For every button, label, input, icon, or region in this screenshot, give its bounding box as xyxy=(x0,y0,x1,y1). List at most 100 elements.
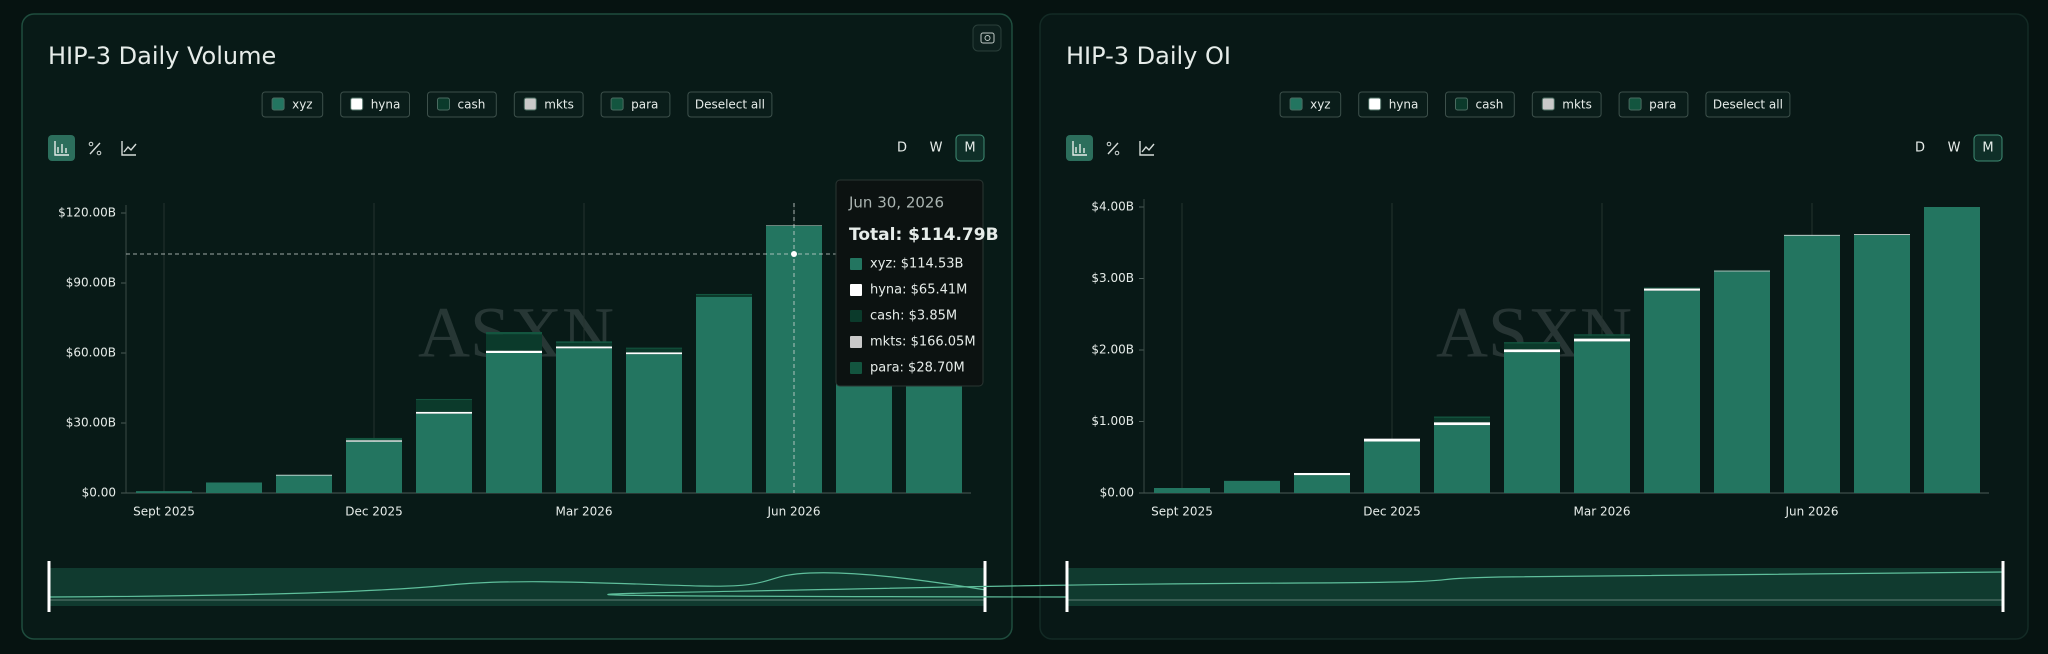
period-button[interactable]: M xyxy=(964,141,975,156)
x-tick-label: Jun 2026 xyxy=(766,505,820,519)
legend-button[interactable]: xyz xyxy=(1279,91,1342,118)
camera-button[interactable] xyxy=(972,24,1002,52)
bar-segment xyxy=(1574,338,1630,342)
bar-segment xyxy=(1714,270,1770,272)
bar-segment xyxy=(1504,343,1560,350)
bar-segment xyxy=(1434,422,1490,426)
legend-swatch xyxy=(610,97,624,111)
x-tick-label: Sept 2025 xyxy=(133,505,195,519)
period-button[interactable]: D xyxy=(897,141,907,156)
bar-segment xyxy=(1644,287,1700,289)
y-tick-label: $90.00B xyxy=(66,276,116,290)
bar-segment xyxy=(416,400,472,412)
x-tick-label: Jun 2026 xyxy=(1784,505,1838,519)
percent-icon[interactable] xyxy=(88,141,94,147)
tooltip-item: hyna: $65.41M xyxy=(870,283,967,298)
period-button[interactable]: W xyxy=(1948,141,1961,156)
legend-swatch xyxy=(1455,97,1468,111)
percent-icon[interactable] xyxy=(1114,150,1120,156)
legend-button[interactable]: xyz xyxy=(261,91,324,118)
y-tick-label: $0.00 xyxy=(82,486,116,500)
percent-icon[interactable] xyxy=(1106,141,1112,147)
legend-swatch xyxy=(271,97,285,111)
bar-segment xyxy=(276,474,332,476)
tooltip-swatch xyxy=(850,336,862,348)
legend-label: para xyxy=(1649,98,1676,112)
tooltip-swatch xyxy=(850,258,862,270)
legend-button[interactable]: mkts xyxy=(513,91,584,118)
bar-segment xyxy=(556,342,612,347)
percent-icon[interactable] xyxy=(1107,142,1119,155)
navigator[interactable] xyxy=(607,561,2005,612)
bar-segment xyxy=(416,398,472,401)
percent-icon[interactable] xyxy=(96,150,102,156)
percent-icon[interactable] xyxy=(89,142,101,155)
bar-segment xyxy=(486,332,542,335)
line-icon[interactable] xyxy=(121,141,137,156)
bar-segment xyxy=(486,350,542,353)
camera-icon xyxy=(980,32,995,44)
bar-segment xyxy=(1504,352,1560,493)
x-tick-label: Mar 2026 xyxy=(556,505,613,519)
legend-label: xyz xyxy=(292,98,313,112)
legend-button[interactable]: hyna xyxy=(340,91,411,118)
tooltip-date: Jun 30, 2026 xyxy=(848,194,944,212)
x-tick-label: Dec 2025 xyxy=(1363,505,1421,519)
tooltip: Jun 30, 2026 Total: $114.79B xyz: $114.53B… xyxy=(835,179,999,387)
legend-swatch xyxy=(1541,97,1555,111)
bar-segment xyxy=(1924,207,1980,493)
legend-label: hyna xyxy=(371,98,401,112)
button-frame[interactable] xyxy=(687,91,773,118)
bar-segment xyxy=(696,293,752,296)
bar-segment xyxy=(556,348,612,493)
navigator[interactable] xyxy=(47,561,987,612)
bar-segment xyxy=(626,354,682,493)
navigator-line xyxy=(607,571,2005,598)
legend-label: cash xyxy=(1476,98,1504,112)
bar-segment xyxy=(276,475,332,493)
y-tick-label: $2.00B xyxy=(1091,343,1134,357)
legend-button[interactable]: Deselect all xyxy=(1705,91,1791,118)
bar-segment xyxy=(626,348,682,353)
bar-icon[interactable] xyxy=(54,141,69,156)
legend-button[interactable]: para xyxy=(600,91,671,118)
bar-segment xyxy=(556,346,612,349)
legend-button[interactable]: cash xyxy=(1445,91,1515,118)
legend-button[interactable]: mkts xyxy=(1531,91,1602,118)
bar-segment xyxy=(346,441,402,493)
period-active[interactable] xyxy=(955,134,985,162)
legend-label: mkts xyxy=(544,98,574,112)
camera-frame[interactable] xyxy=(972,24,1002,52)
bar-segment xyxy=(696,295,752,297)
bar-icon[interactable] xyxy=(1072,141,1087,156)
bar-segment xyxy=(1714,271,1770,493)
deselect-label: Deselect all xyxy=(695,98,765,112)
period-active[interactable] xyxy=(1973,134,2003,162)
bar-segment xyxy=(206,482,262,493)
bar-segment xyxy=(416,411,472,414)
legend-button[interactable]: para xyxy=(1618,91,1689,118)
y-tick-label: $1.00B xyxy=(1091,414,1134,428)
panel xyxy=(1039,13,2029,640)
period-button[interactable]: M xyxy=(1982,141,1993,156)
period-button[interactable]: W xyxy=(930,141,943,156)
button-frame[interactable] xyxy=(1705,91,1791,118)
bar-segment xyxy=(1784,235,1840,493)
tooltip-swatch xyxy=(850,310,862,322)
line-icon[interactable] xyxy=(1139,141,1155,156)
deselect-label: Deselect all xyxy=(1713,98,1783,112)
y-tick-label: $4.00B xyxy=(1091,200,1134,214)
camera-lens xyxy=(984,35,991,41)
bar-segment xyxy=(1854,234,1910,493)
bar-segment xyxy=(1504,349,1560,353)
legend-button[interactable]: cash xyxy=(427,91,497,118)
legend-label: cash xyxy=(458,98,486,112)
tooltip-item: mkts: $166.05M xyxy=(870,335,976,350)
legend-button[interactable]: hyna xyxy=(1358,91,1428,118)
legend-button[interactable]: Deselect all xyxy=(687,91,773,118)
bar-segment xyxy=(1644,288,1700,291)
period-button[interactable]: D xyxy=(1915,141,1925,156)
bar-segment xyxy=(1854,234,1910,235)
legend-label: xyz xyxy=(1310,98,1331,112)
